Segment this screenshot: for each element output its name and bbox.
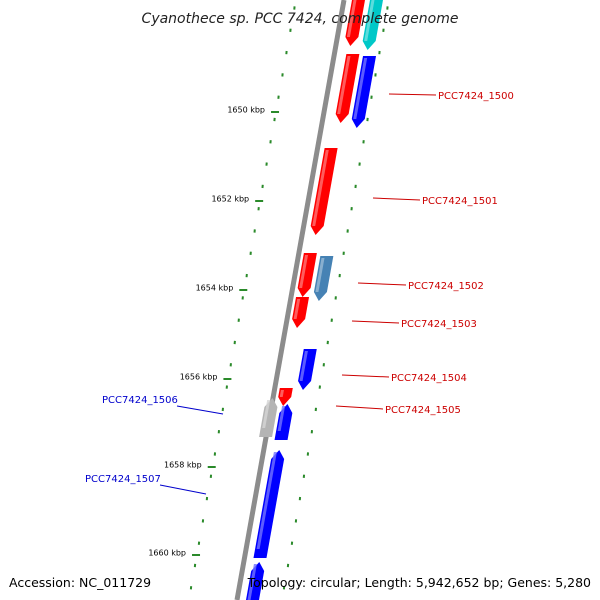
- gene-arrow-highlight: [256, 452, 277, 549]
- gene-label-leader: [372, 197, 421, 201]
- gene-arrow[interactable]: [351, 56, 377, 128]
- gene-label[interactable]: PCC7424_1506: [102, 395, 178, 406]
- gene-arrow-highlight: [353, 58, 368, 119]
- gene-label-leader: [351, 320, 400, 324]
- gene-arrow[interactable]: [313, 256, 334, 301]
- genome-summary-text: Topology: circular; Length: 5,942,652 bp…: [247, 575, 591, 590]
- gene-label-leader: [159, 484, 207, 495]
- gene-arrow[interactable]: [310, 148, 338, 235]
- tick-label: 1660 kbp: [148, 549, 186, 558]
- gene-label[interactable]: PCC7424_1505: [385, 405, 461, 416]
- gene-label-leader: [335, 405, 384, 410]
- gene-arrow[interactable]: [259, 398, 278, 437]
- gene-arrow[interactable]: [292, 297, 310, 328]
- gene-arrow[interactable]: [335, 54, 360, 123]
- gene-label-leader: [357, 282, 407, 286]
- gene-label[interactable]: PCC7424_1500: [438, 91, 514, 102]
- tick-label: 1656 kbp: [180, 373, 218, 382]
- gene-arrow-highlight: [293, 299, 301, 319]
- genes-layer: [244, 0, 384, 600]
- gene-arrow-highlight: [247, 564, 257, 600]
- tick-label: 1650 kbp: [227, 106, 265, 115]
- gene-arrow[interactable]: [253, 450, 285, 558]
- gene-arrow-highlight: [262, 400, 271, 428]
- gene-arrow-highlight: [277, 406, 286, 431]
- gene-label-leader: [341, 374, 390, 378]
- tick-label: 1654 kbp: [196, 284, 234, 293]
- gene-arrow-highlight: [364, 0, 375, 41]
- gene-label-leader: [176, 405, 224, 415]
- gene-arrow[interactable]: [278, 388, 293, 406]
- tick-labels-layer: 1650 kbp 1652 kbp 1654 kbp 1656 kbp 1658 kbp…: [148, 106, 265, 558]
- tick-label: 1652 kbp: [211, 195, 249, 204]
- gene-label[interactable]: PCC7424_1503: [401, 319, 477, 330]
- genome-backbone: [234, 0, 347, 600]
- gene-arrow-highlight: [299, 351, 308, 381]
- accession-text: Accession: NC_011729: [9, 575, 151, 590]
- gene-label-leader: [388, 93, 437, 96]
- gene-label[interactable]: PCC7424_1502: [408, 281, 484, 292]
- gene-arrow-highlight: [346, 0, 357, 37]
- map-title: Cyanothece sp. PCC 7424, complete genome: [142, 11, 459, 27]
- tick-marks-layer: [189, 6, 389, 590]
- gene-arrow-highlight: [279, 390, 284, 397]
- gene-arrow[interactable]: [297, 253, 317, 297]
- gene-label[interactable]: PCC7424_1501: [422, 196, 498, 207]
- gene-arrow-body: [297, 253, 317, 297]
- gene-label[interactable]: PCC7424_1504: [391, 373, 467, 384]
- gene-arrow-highlight: [299, 255, 309, 288]
- gene-labels-layer: PCC7424_1500 PCC7424_1501 PCC7424_1502 PCC7…: [85, 91, 514, 495]
- gene-arrow-highlight: [337, 56, 351, 114]
- gene-arrow[interactable]: [298, 349, 317, 390]
- gene-arrow[interactable]: [274, 404, 293, 440]
- gene-arrow[interactable]: [345, 0, 366, 46]
- gene-arrow-highlight: [315, 258, 325, 292]
- gene-arrow-body: [292, 297, 310, 328]
- gene-arrow-highlight: [312, 150, 329, 226]
- gene-arrow[interactable]: [362, 0, 384, 50]
- tick-label: 1658 kbp: [164, 461, 202, 470]
- gene-arrow[interactable]: [244, 562, 265, 600]
- gene-arrow-body: [298, 349, 317, 390]
- gene-label[interactable]: PCC7424_1507: [85, 474, 161, 485]
